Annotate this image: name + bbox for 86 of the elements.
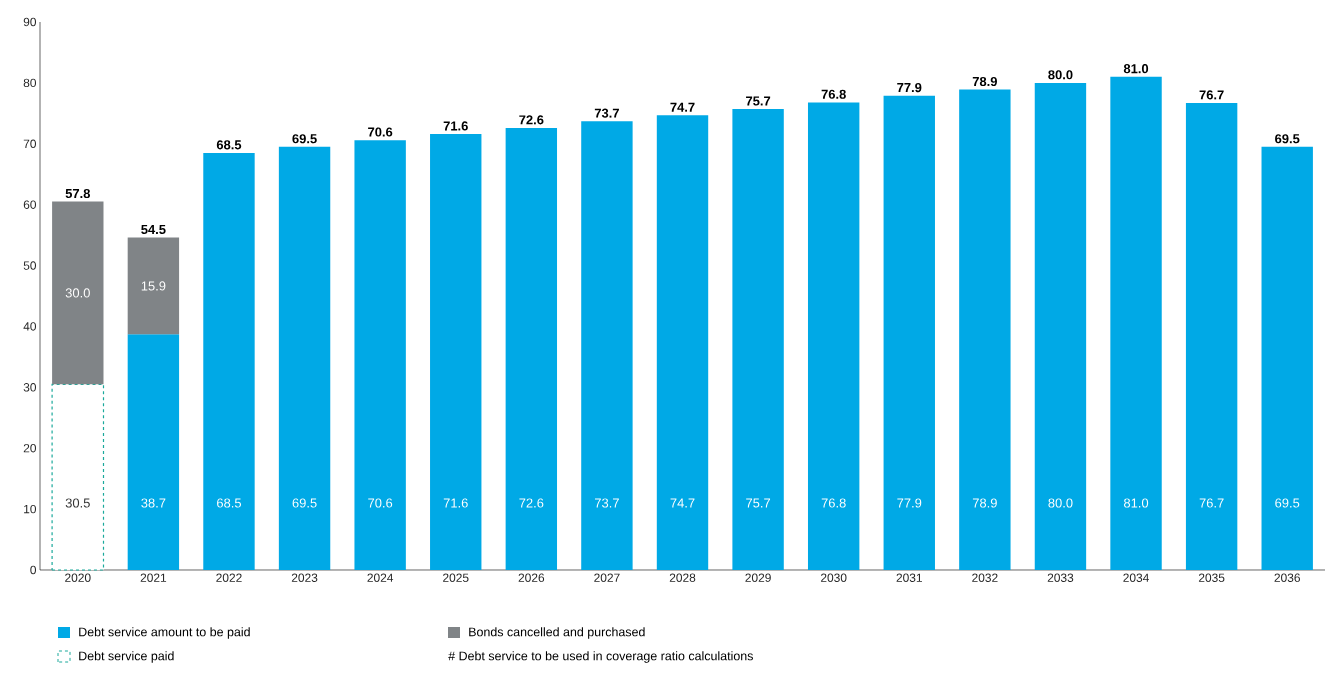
annotation: 54.5 (141, 224, 166, 235)
data-label: 69.5 (1275, 498, 1300, 508)
data-label: 70.6 (368, 498, 393, 508)
annotation: 76.7 (1199, 90, 1224, 100)
data-label: 71.6 (443, 498, 468, 508)
data-label: 77.9 (897, 498, 922, 508)
bar (656, 115, 709, 570)
data-label: 38.7 (141, 498, 166, 508)
x-tick-label: 2033 (1047, 573, 1074, 582)
annotation: 57.8 (65, 188, 91, 199)
y-tick-label: 20 (23, 443, 37, 453)
bar (1185, 102, 1238, 570)
x-tick-label: 2034 (1123, 573, 1149, 582)
x-tick-label: 2020 (65, 573, 91, 582)
data-label: 78.9 (972, 498, 997, 508)
bar (581, 121, 633, 570)
x-tick-label: 2029 (745, 573, 771, 582)
data-label: 80.0 (1048, 498, 1073, 508)
y-tick-label: 80 (23, 78, 37, 88)
bar (807, 102, 860, 570)
legend-label: Debt service paid (79, 651, 174, 663)
x-tick-label: 2022 (216, 573, 242, 582)
annotation: 71.6 (443, 121, 468, 131)
bar (278, 146, 331, 570)
x-tick-label: 2027 (594, 573, 620, 582)
annotation: 75.7 (746, 96, 771, 106)
x-tick-label: 2025 (443, 573, 469, 582)
data-label: 72.6 (519, 498, 544, 508)
legend-label: Debt service amount to be paid (79, 627, 250, 639)
x-tick-label: 2036 (1274, 573, 1300, 582)
bar (51, 383, 105, 571)
annotation: 74.7 (670, 102, 695, 112)
bar (127, 237, 180, 335)
data-label: 74.7 (670, 498, 695, 508)
data-label: 76.7 (1199, 498, 1224, 508)
annotation: 78.9 (972, 76, 997, 87)
legend-label: Bonds cancelled and purchased (469, 627, 645, 639)
bar (1034, 82, 1087, 570)
bar (52, 201, 104, 385)
data-label: 76.8 (821, 498, 846, 508)
annotation: 69.5 (1275, 134, 1300, 144)
bar (883, 95, 935, 570)
y-tick-label: 40 (23, 322, 37, 331)
y-tick-label: 50 (23, 261, 37, 270)
bar (1261, 146, 1313, 570)
annotation: 69.5 (292, 134, 317, 144)
bar (732, 109, 784, 570)
x-tick-label: 2035 (1198, 573, 1225, 582)
annotation: 72.6 (519, 115, 544, 125)
data-label: 73.7 (594, 498, 619, 508)
x-tick-label: 2031 (896, 573, 922, 582)
y-tick-label: 10 (24, 504, 37, 514)
y-tick-label: 90 (23, 17, 37, 27)
annotation: 81.0 (1123, 64, 1149, 74)
y-tick-label: 0 (30, 565, 37, 575)
y-tick-label: 30 (23, 383, 37, 392)
annotation: 77.9 (897, 82, 922, 93)
bar (127, 334, 180, 570)
x-tick-label: 2023 (291, 573, 318, 582)
data-label: 15.9 (141, 281, 166, 291)
bar (430, 134, 482, 570)
data-label: 81.0 (1124, 498, 1149, 508)
x-tick-label: 2032 (972, 573, 998, 582)
annotation: 80.0 (1048, 70, 1073, 80)
bar (1110, 76, 1162, 570)
bar (203, 152, 255, 570)
x-tick-label: 2024 (367, 573, 394, 582)
x-tick-label: 2021 (140, 573, 167, 582)
annotation: 76.8 (821, 89, 846, 99)
annotation: 68.5 (216, 140, 242, 150)
bar (959, 89, 1011, 570)
y-tick-label: 70 (23, 139, 37, 148)
bar (505, 127, 558, 570)
x-tick-label: 2026 (518, 573, 545, 582)
annotation: 73.7 (594, 108, 619, 118)
data-label: 68.5 (217, 498, 242, 508)
y-tick-label: 60 (23, 200, 37, 209)
text: # Debt service to be used in coverage ratio calculations (448, 651, 753, 663)
x-tick-label: 2028 (669, 573, 696, 582)
bar (354, 140, 406, 570)
data-label: 30.0 (65, 288, 90, 298)
x-tick-label: 2030 (820, 573, 847, 582)
data-label: 30.5 (65, 498, 90, 508)
data-label: 75.7 (746, 498, 771, 508)
data-label: 69.5 (292, 498, 317, 508)
annotation: 70.6 (368, 127, 393, 137)
